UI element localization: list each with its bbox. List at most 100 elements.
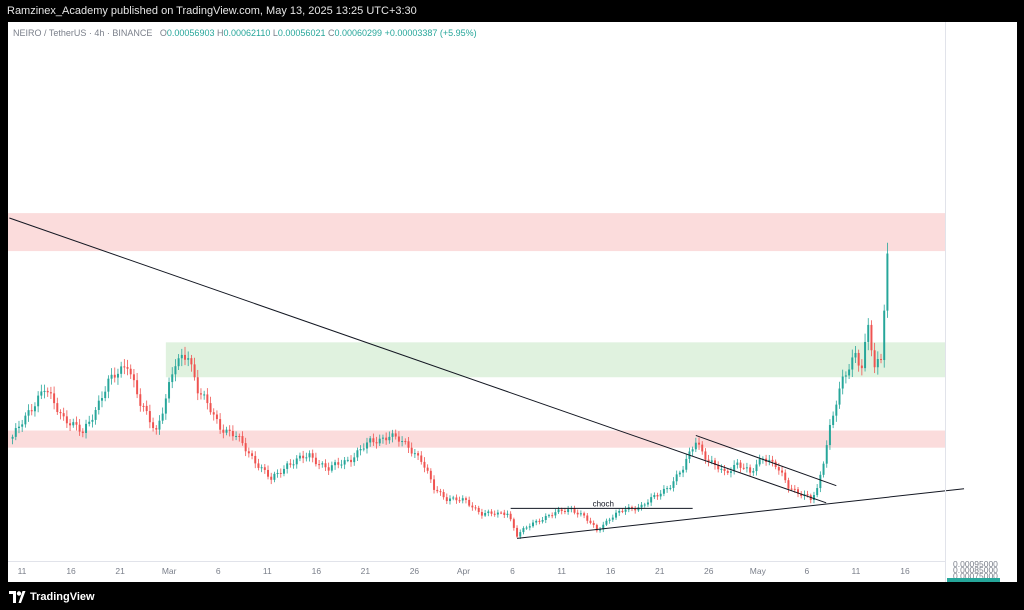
candle: [289, 459, 292, 468]
low-value: 0.00056021: [277, 28, 326, 38]
price-axis[interactable]: [945, 22, 1017, 582]
candle: [158, 415, 161, 435]
candle: [790, 484, 793, 491]
candle: [17, 420, 20, 434]
date-label: 26: [409, 566, 420, 576]
candle: [484, 509, 487, 517]
candle: [206, 388, 209, 410]
candle: [618, 508, 621, 516]
candle: [123, 359, 126, 375]
candle: [455, 494, 458, 504]
candle: [573, 505, 576, 515]
date-label: 21: [115, 566, 125, 576]
candle: [184, 346, 186, 366]
date-label: 21: [360, 566, 371, 576]
candle: [449, 495, 451, 505]
candle: [171, 367, 174, 389]
date-label: 11: [557, 566, 567, 576]
candle: [120, 361, 123, 378]
candle: [279, 468, 282, 478]
candle: [433, 475, 436, 494]
date-label: 6: [510, 566, 515, 576]
candle: [69, 419, 72, 432]
date-label: 16: [605, 566, 616, 576]
candle: [177, 354, 180, 370]
candle: [608, 517, 611, 524]
candle: [152, 417, 155, 432]
candle: [337, 457, 340, 469]
candle: [168, 377, 171, 403]
candle: [605, 518, 608, 526]
candle: [199, 388, 202, 400]
candle: [698, 437, 701, 450]
candle: [503, 509, 506, 519]
open-value: 0.00056903: [166, 28, 215, 38]
candle: [841, 369, 844, 395]
candle: [864, 333, 867, 372]
candle: [423, 457, 426, 473]
candle: [40, 384, 43, 400]
candle: [132, 368, 135, 388]
candle: [691, 446, 694, 457]
candle: [662, 485, 665, 497]
candle: [781, 465, 784, 477]
candle: [203, 390, 206, 400]
time-axis[interactable]: [8, 561, 945, 582]
candle: [589, 517, 592, 525]
candle: [812, 491, 815, 504]
candle: [576, 509, 579, 518]
candle: [381, 434, 384, 444]
candle: [282, 465, 285, 477]
price-tick-label: 0.00075000: [953, 571, 998, 582]
candle: [330, 461, 333, 473]
supply-zone-upper[interactable]: [8, 213, 945, 252]
candle: [480, 508, 483, 519]
candle: [314, 452, 317, 467]
candle: [541, 516, 544, 524]
candle: [388, 431, 391, 444]
candle: [742, 463, 745, 470]
date-label: 16: [900, 566, 910, 576]
date-label: 21: [654, 566, 665, 576]
candle: [24, 412, 27, 428]
candle: [854, 346, 857, 363]
chart-frame[interactable]: choch NEIRO / TetherUS · 4h · BINANCE O0…: [8, 22, 1017, 582]
candle: [219, 413, 222, 434]
candle: [37, 391, 40, 413]
candle: [78, 419, 81, 436]
candle: [97, 395, 100, 415]
candle: [247, 447, 250, 458]
candle: [113, 367, 116, 383]
demand-zone[interactable]: [165, 342, 945, 378]
candle: [458, 496, 461, 504]
candle: [669, 484, 672, 491]
candle: [126, 359, 129, 376]
supply-zone-lower[interactable]: [8, 430, 945, 448]
candle: [739, 459, 742, 473]
close-value: 0.00060299: [334, 28, 383, 38]
falling-wedge-upper-line[interactable]: [695, 434, 837, 487]
candle: [675, 470, 678, 486]
candle: [442, 489, 445, 500]
candle: [809, 493, 812, 504]
candle: [621, 508, 624, 514]
candle: [825, 440, 828, 468]
candle: [886, 242, 889, 318]
date-label: May: [749, 566, 766, 576]
candle: [251, 450, 254, 460]
price-chart[interactable]: choch: [8, 22, 1017, 582]
candle: [736, 459, 739, 469]
candles-layer: [11, 242, 889, 540]
candle: [14, 423, 17, 441]
candle: [477, 505, 480, 515]
candle: [516, 525, 519, 538]
candle: [500, 511, 503, 515]
ascending-support-line[interactable]: [516, 488, 965, 539]
candle: [883, 304, 886, 368]
candle: [844, 371, 847, 384]
candle: [678, 470, 681, 477]
candle: [656, 492, 659, 500]
long-downtrend-line[interactable]: [9, 217, 827, 504]
candle: [257, 458, 260, 471]
candle: [308, 450, 311, 462]
